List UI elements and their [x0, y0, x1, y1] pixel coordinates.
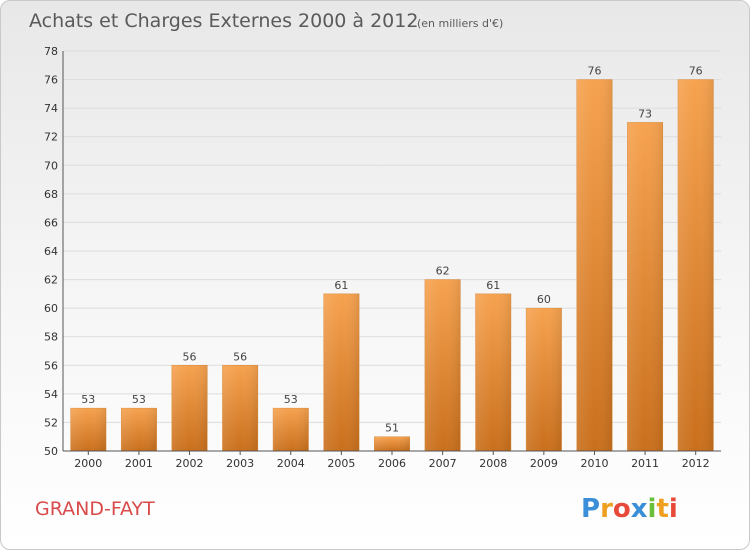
- chart-subtitle: (en milliers d'€): [417, 17, 503, 30]
- data-label-2000: 53: [81, 393, 95, 406]
- x-tick-label: 2006: [378, 457, 406, 470]
- data-label-2011: 73: [638, 107, 652, 120]
- x-tick-label: 2007: [429, 457, 457, 470]
- bar-shine: [374, 436, 410, 451]
- data-label-2006: 51: [385, 422, 399, 435]
- x-tick-label: 2010: [580, 457, 608, 470]
- chart-title: Achats et Charges Externes 2000 à 2012: [29, 10, 418, 32]
- x-axis-ticks: 2000 2001 2002 2003 2004 2005 2006 2007 2008 2009…: [74, 451, 710, 470]
- place-name: GRAND-FAYT: [35, 498, 155, 520]
- x-tick-label: 2011: [631, 457, 659, 470]
- y-axis-ticks: 50 52 54 56 58 60 62 64 66 68 70 72 74 76 78: [44, 45, 58, 458]
- y-tick-label: 56: [44, 359, 58, 372]
- data-label-2002: 56: [183, 350, 197, 363]
- data-label-2003: 56: [233, 350, 247, 363]
- bar-shine: [526, 308, 562, 451]
- x-tick-label: 2012: [682, 457, 710, 470]
- brand-letter: P: [581, 494, 600, 524]
- bar-shine: [424, 279, 461, 451]
- brand-logo: Proxiti: [581, 494, 678, 524]
- x-tick-label: 2005: [327, 457, 355, 470]
- y-tick-label: 68: [44, 188, 58, 201]
- y-tick-label: 62: [44, 274, 58, 287]
- brand-letter: i: [648, 494, 657, 524]
- y-tick-label: 78: [44, 45, 58, 58]
- bar-shine: [475, 293, 511, 451]
- y-tick-label: 72: [44, 131, 58, 144]
- y-tick-label: 54: [44, 388, 58, 401]
- data-labels: 53 53 56 56 53 61 51 62 61 60 76 73 76: [81, 65, 702, 435]
- y-tick-label: 66: [44, 216, 58, 229]
- grid-lines: [63, 50, 721, 452]
- bar-shine: [171, 365, 208, 451]
- data-label-2007: 62: [436, 265, 450, 278]
- y-tick-label: 70: [44, 159, 58, 172]
- data-label-2005: 61: [334, 279, 348, 292]
- y-tick-label: 74: [44, 102, 58, 115]
- brand-letter: x: [631, 494, 648, 524]
- data-label-2001: 53: [132, 393, 146, 406]
- bar-shine: [222, 365, 258, 451]
- data-label-2009: 60: [537, 293, 551, 306]
- x-tick-label: 2004: [277, 457, 305, 470]
- bar-shine: [70, 408, 107, 451]
- brand-letter: r: [600, 494, 613, 524]
- data-label-2010: 76: [587, 65, 601, 78]
- data-label-2004: 53: [284, 393, 298, 406]
- x-tick-label: 2008: [479, 457, 507, 470]
- brand-letter: t: [656, 494, 668, 524]
- bar-shine: [273, 408, 309, 451]
- x-tick-label: 2003: [226, 457, 254, 470]
- x-tick-label: 2000: [74, 457, 102, 470]
- y-tick-label: 50: [44, 445, 58, 458]
- y-tick-label: 58: [44, 331, 58, 344]
- bars: [70, 79, 714, 452]
- bar-shine: [677, 79, 714, 452]
- data-label-2012: 76: [689, 65, 703, 78]
- x-tick-label: 2009: [530, 457, 558, 470]
- bar-shine: [323, 293, 360, 451]
- y-tick-label: 76: [44, 74, 58, 87]
- y-tick-label: 64: [44, 245, 58, 258]
- brand-letter: i: [669, 494, 678, 524]
- bar-shine: [121, 408, 157, 451]
- y-tick-label: 52: [44, 416, 58, 429]
- axes: [62, 51, 721, 452]
- brand-letter: o: [613, 494, 631, 524]
- x-tick-label: 2002: [176, 457, 204, 470]
- y-tick-label: 60: [44, 302, 58, 315]
- data-label-2008: 61: [486, 279, 500, 292]
- x-tick-label: 2001: [125, 457, 153, 470]
- bar-shine: [627, 122, 663, 451]
- bar-shine: [576, 79, 613, 452]
